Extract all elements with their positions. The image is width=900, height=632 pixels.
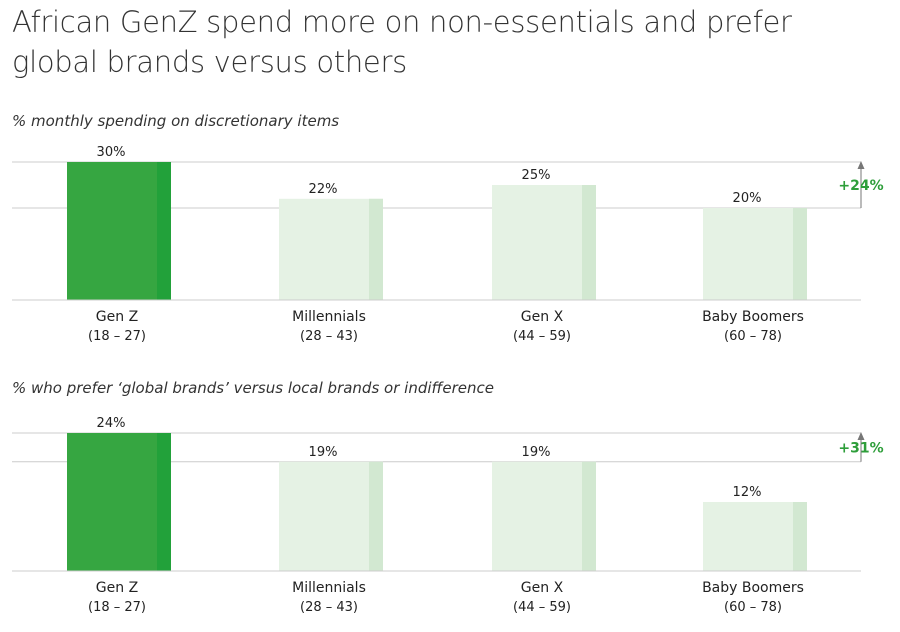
- chart-title: African GenZ spend more on non-essential…: [12, 5, 792, 79]
- chart-2-category-range: (44 – 59): [513, 600, 571, 615]
- chart-2-value-label-bg: [723, 482, 771, 500]
- chart-2-category-label: Millennials: [292, 580, 366, 596]
- chart-2-value-label: 19%: [522, 445, 551, 460]
- chart-1-value-label: 20%: [733, 191, 762, 206]
- chart-2-subtitle: % who prefer ‘global brands’ versus loca…: [12, 379, 494, 397]
- chart-1-subtitle: % monthly spending on discretionary item…: [12, 112, 340, 130]
- chart-2-delta-label: +31%: [838, 440, 883, 456]
- chart-1-value-label-bg: [299, 178, 347, 197]
- chart-2-category-range: (18 – 27): [88, 600, 146, 615]
- chart-2-category-label: Gen Z: [96, 580, 138, 596]
- chart-1-category-range: (18 – 27): [88, 329, 146, 344]
- chart-2-delta-arrow-head-icon: [857, 432, 865, 440]
- chart-2-bar: [703, 502, 807, 571]
- chart-1-category-label: Millennials: [292, 309, 366, 325]
- chart-2-value-label: 24%: [97, 416, 126, 431]
- chart-2-bar-shade: [157, 433, 171, 571]
- chart-2-value-label-bg: [299, 441, 347, 460]
- chart-1-category-range: (28 – 43): [300, 329, 358, 344]
- chart-1-value-label-bg: [723, 188, 771, 206]
- chart-2-category-range: (60 – 78): [724, 600, 782, 615]
- chart-1-category-label: Gen Z: [96, 309, 138, 325]
- chart-2-category-range: (28 – 43): [300, 600, 358, 615]
- chart-1-value-label-bg: [512, 165, 560, 183]
- chart-1-bar: [703, 208, 807, 300]
- chart-2-value-label: 12%: [733, 485, 762, 500]
- chart-2-bar-shade: [793, 502, 807, 571]
- chart-2-bar-shade: [369, 461, 383, 571]
- chart-1-value-label: 25%: [522, 168, 551, 183]
- chart-1-bar-shade: [582, 185, 596, 300]
- chart-2-bar: [279, 461, 383, 571]
- chart-2-category-label: Gen X: [521, 580, 564, 596]
- chart-1-value-label: 22%: [309, 182, 338, 197]
- chart-1-value-label: 30%: [97, 145, 126, 160]
- chart-1-category-label: Baby Boomers: [702, 309, 804, 325]
- chart-1-category-range: (60 – 78): [724, 329, 782, 344]
- chart-1-bar: [279, 198, 383, 300]
- chart-2-value-label-bg: [512, 441, 560, 460]
- chart-2-value-label: 19%: [309, 445, 338, 460]
- chart-1-delta-arrow-head-icon: [857, 161, 865, 169]
- chart-1-bar: [492, 185, 596, 300]
- chart-2-bar: [67, 433, 171, 571]
- chart-1-category-label: Gen X: [521, 309, 564, 325]
- chart-1-bar-shade: [157, 162, 171, 300]
- chart-1-bar-shade: [369, 198, 383, 300]
- chart-2-value-label-bg: [87, 413, 135, 431]
- chart-1-value-label-bg: [87, 142, 135, 160]
- chart-2-category-label: Baby Boomers: [702, 580, 804, 596]
- chart-2-bar: [492, 461, 596, 571]
- chart-2-bar-shade: [582, 461, 596, 571]
- chart-1-bar-shade: [793, 208, 807, 300]
- chart-1-delta-label: +24%: [838, 178, 883, 194]
- chart-1-bar: [67, 162, 171, 300]
- chart-1-category-range: (44 – 59): [513, 329, 571, 344]
